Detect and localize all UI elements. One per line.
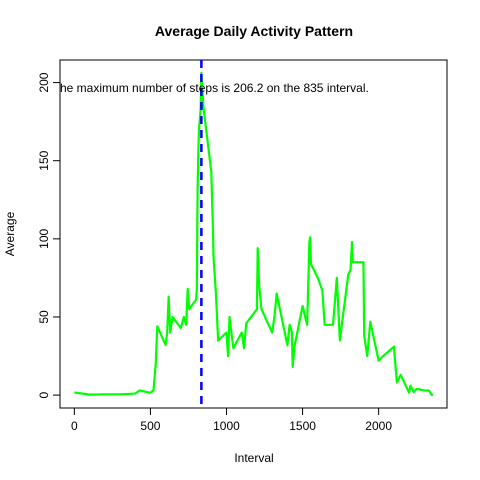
y-axis-label: Average xyxy=(3,211,17,256)
x-tick-label: 500 xyxy=(140,419,160,433)
x-tick-label: 1500 xyxy=(289,419,316,433)
x-tick-label: 0 xyxy=(71,419,78,433)
chart-title: Average Daily Activity Pattern xyxy=(155,23,353,39)
y-tick-label: 200 xyxy=(37,72,51,92)
plot-area: he maximum number of steps is 206.2 on t… xyxy=(60,60,434,408)
plot-frame xyxy=(59,59,448,409)
annotation: he maximum number of steps is 206.2 on t… xyxy=(60,81,369,95)
y-tick-label: 150 xyxy=(37,150,51,170)
y-tick-label: 100 xyxy=(37,229,51,249)
y-tick-label: 0 xyxy=(37,391,51,398)
x-tick-label: 2000 xyxy=(365,419,392,433)
x-tick-label: 1000 xyxy=(213,419,240,433)
data-line xyxy=(74,71,434,397)
y-tick-label: 50 xyxy=(37,310,51,324)
x-axis-label: Interval xyxy=(234,451,273,465)
